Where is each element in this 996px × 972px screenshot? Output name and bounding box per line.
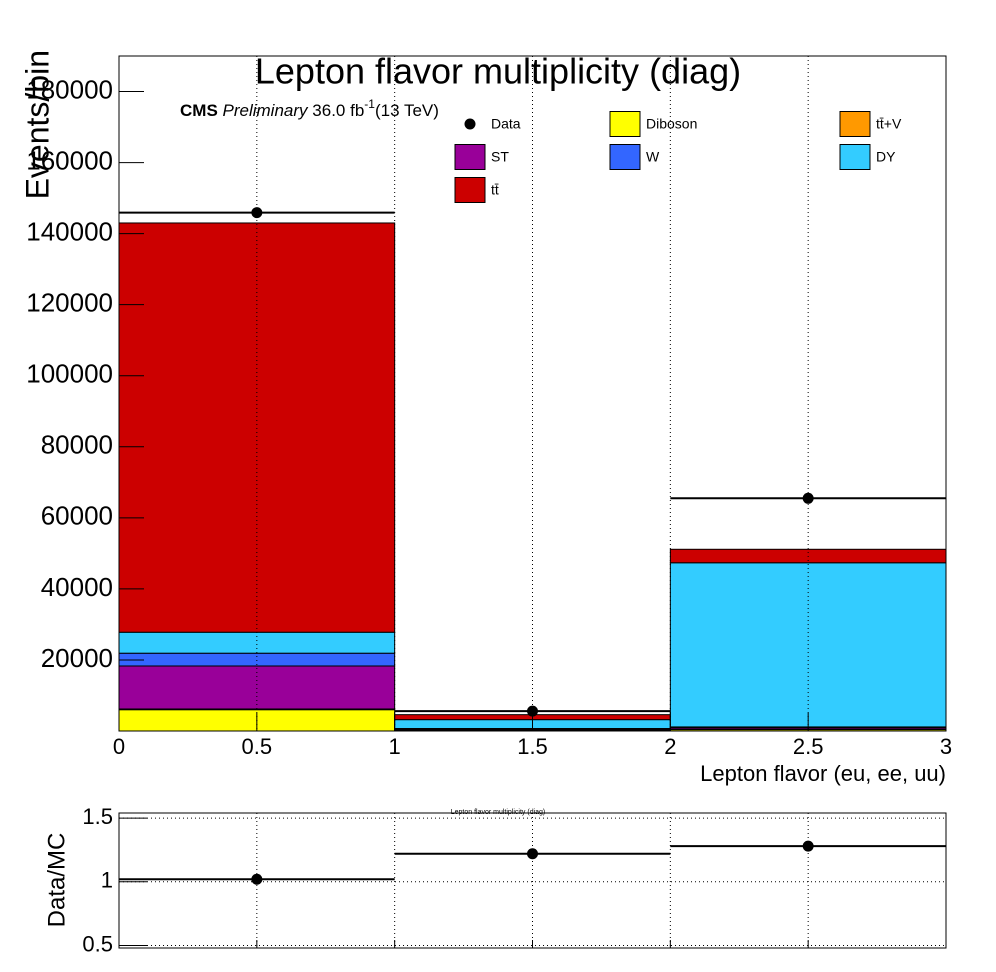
ratio-point — [251, 873, 263, 885]
ratio-y-title: Data/MC — [43, 833, 70, 928]
data-point — [527, 705, 538, 717]
x-tick-label: 0 — [113, 734, 125, 759]
x-axis-title: Lepton flavor (eu, ee, uu) — [700, 761, 946, 786]
ratio-title: Lepton flavor multiplicity (diag) — [451, 809, 546, 816]
cms-label: CMS Preliminary 36.0 fb-1(13 TeV) — [180, 97, 439, 120]
y-tick-label: 160000 — [26, 145, 113, 175]
ratio-pad: 0.5 1 1.5 — [82, 804, 947, 956]
ratio-point — [802, 840, 814, 852]
lumi: 36.0 fb — [312, 101, 364, 120]
legend-swatch — [609, 111, 641, 137]
legend-label: tt̄+V — [876, 116, 902, 132]
y-tick-label: 80000 — [41, 430, 113, 460]
y-tick-label: 120000 — [26, 288, 113, 318]
main-frame — [118, 55, 947, 732]
legend-swatch — [454, 177, 486, 203]
y-tick-label: 100000 — [26, 359, 113, 389]
x-tick-label: 2 — [664, 734, 676, 759]
legend-swatch — [454, 144, 486, 170]
chart-title: Lepton flavor multiplicity (diag) — [255, 51, 741, 92]
legend-label: tt̄ — [491, 182, 499, 198]
data-point — [251, 207, 263, 219]
y-tick-label: 60000 — [41, 501, 113, 531]
y-tick-label: 20000 — [41, 643, 113, 673]
legend-label: Data — [491, 116, 521, 132]
y-tick-label: 140000 — [26, 217, 113, 247]
legend-label: DY — [876, 149, 896, 165]
data-point — [802, 492, 814, 504]
x-tick-label: 0.5 — [242, 734, 273, 759]
y-tick-label: 180000 — [26, 74, 113, 104]
preliminary: Preliminary — [223, 101, 310, 120]
y-tick-label: 1 — [101, 868, 113, 893]
x-tick-label: 1.5 — [517, 734, 548, 759]
ratio-point — [527, 848, 538, 860]
x-tick-label: 1 — [389, 734, 401, 759]
y-tick-label: 40000 — [41, 572, 113, 602]
legend-marker — [464, 118, 476, 130]
legend-swatch — [609, 144, 641, 170]
y-tick-label: 1.5 — [82, 804, 113, 829]
x-tick-label: 2.5 — [793, 734, 824, 759]
x-tick-label: 3 — [940, 734, 952, 759]
lumi-exp: -1 — [364, 97, 375, 111]
cms: CMS — [180, 101, 218, 120]
ratio-frame — [118, 812, 947, 949]
legend-swatch — [839, 144, 871, 170]
y-axis-title: Events/bin — [19, 50, 55, 199]
stack-segment — [118, 665, 396, 710]
stack-segment — [118, 631, 396, 654]
y-tick-label: 0.5 — [82, 931, 113, 956]
legend-label: ST — [491, 149, 509, 165]
legend-label: W — [646, 149, 660, 165]
energy: (13 TeV) — [375, 101, 439, 120]
legend-label: Diboson — [646, 116, 697, 132]
legend-swatch — [839, 111, 871, 137]
